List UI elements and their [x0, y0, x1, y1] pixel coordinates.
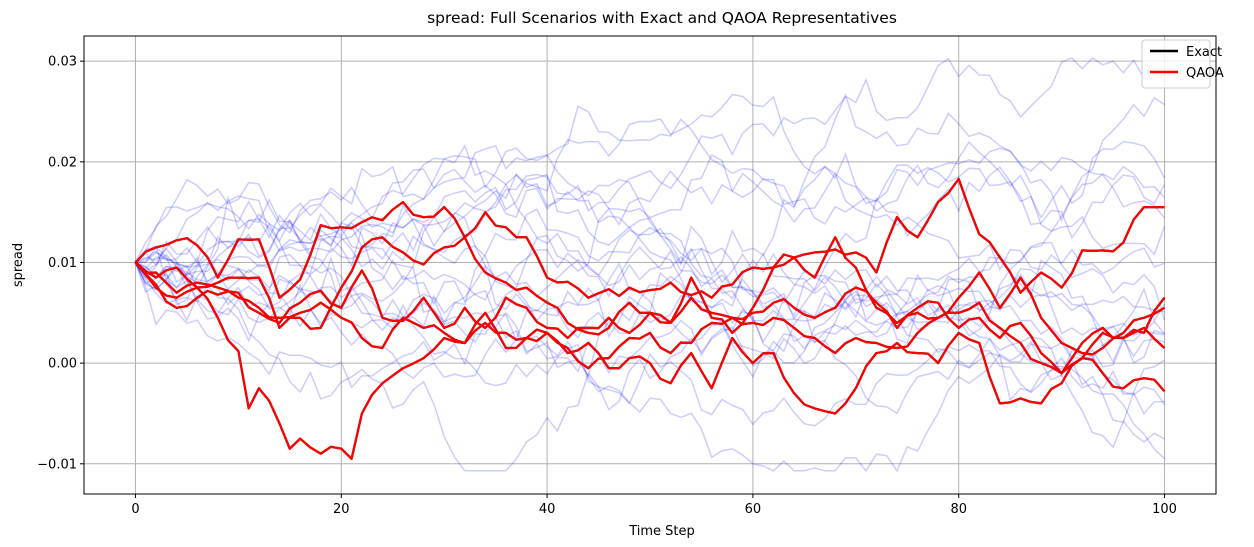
qaoa-representative-line: [134, 261, 1166, 375]
scenario-line: [134, 196, 1165, 322]
scenario-line: [135, 247, 1165, 416]
scenario-lines: [134, 57, 1166, 473]
scenario-line: [135, 241, 1166, 387]
x-tick-label: 40: [539, 502, 556, 517]
x-tick-label: 20: [333, 502, 350, 517]
scenario-line: [135, 105, 1166, 273]
scenario-line: [135, 241, 1166, 365]
scenario-line: [134, 219, 1165, 411]
x-axis-ticks: 0 20 40 60 80 100: [131, 494, 1177, 517]
legend-label-qaoa: QAOA: [1186, 66, 1224, 81]
y-axis-label: spread: [11, 243, 26, 287]
scenario-line: [135, 256, 1166, 472]
scenario-line: [134, 140, 1166, 291]
scenario-line: [135, 172, 1166, 347]
x-tick-label: 100: [1152, 502, 1177, 517]
y-tick-label: 0.03: [48, 55, 77, 70]
x-axis-label: Time Step: [628, 524, 695, 539]
scenario-line: [135, 202, 1165, 424]
representative-lines: [134, 177, 1166, 460]
y-axis-ticks: −0.01 0.00 0.01 0.02 0.03: [37, 55, 84, 472]
x-tick-label: 60: [745, 502, 762, 517]
x-tick-label: 80: [950, 502, 967, 517]
plot-frame: [83, 35, 1217, 495]
y-tick-label: 0.02: [48, 155, 77, 170]
scenario-line: [134, 140, 1166, 273]
qaoa-representative-line: [134, 261, 1166, 375]
scenario-line: [134, 165, 1166, 328]
qaoa-representative-line: [134, 261, 1166, 460]
x-tick-label: 0: [131, 502, 139, 517]
qaoa-representative-line: [134, 177, 1165, 299]
scenario-line: [135, 144, 1165, 449]
legend: Exact QAOA: [1141, 39, 1224, 89]
y-tick-label: 0.01: [48, 256, 77, 271]
scenario-line: [134, 57, 1165, 324]
scenario-line: [135, 222, 1165, 379]
y-tick-label: 0.00: [48, 357, 77, 372]
scenario-line: [134, 93, 1165, 291]
scenario-line: [134, 173, 1165, 364]
legend-label-exact: Exact: [1186, 45, 1222, 60]
chart-title: spread: Full Scenarios with Exact and QA…: [427, 9, 897, 27]
grid-lines: [84, 36, 1216, 494]
scenario-line: [134, 232, 1165, 364]
y-tick-label: −0.01: [37, 457, 77, 472]
plot-area: [84, 36, 1216, 494]
scenario-line: [134, 262, 1166, 473]
